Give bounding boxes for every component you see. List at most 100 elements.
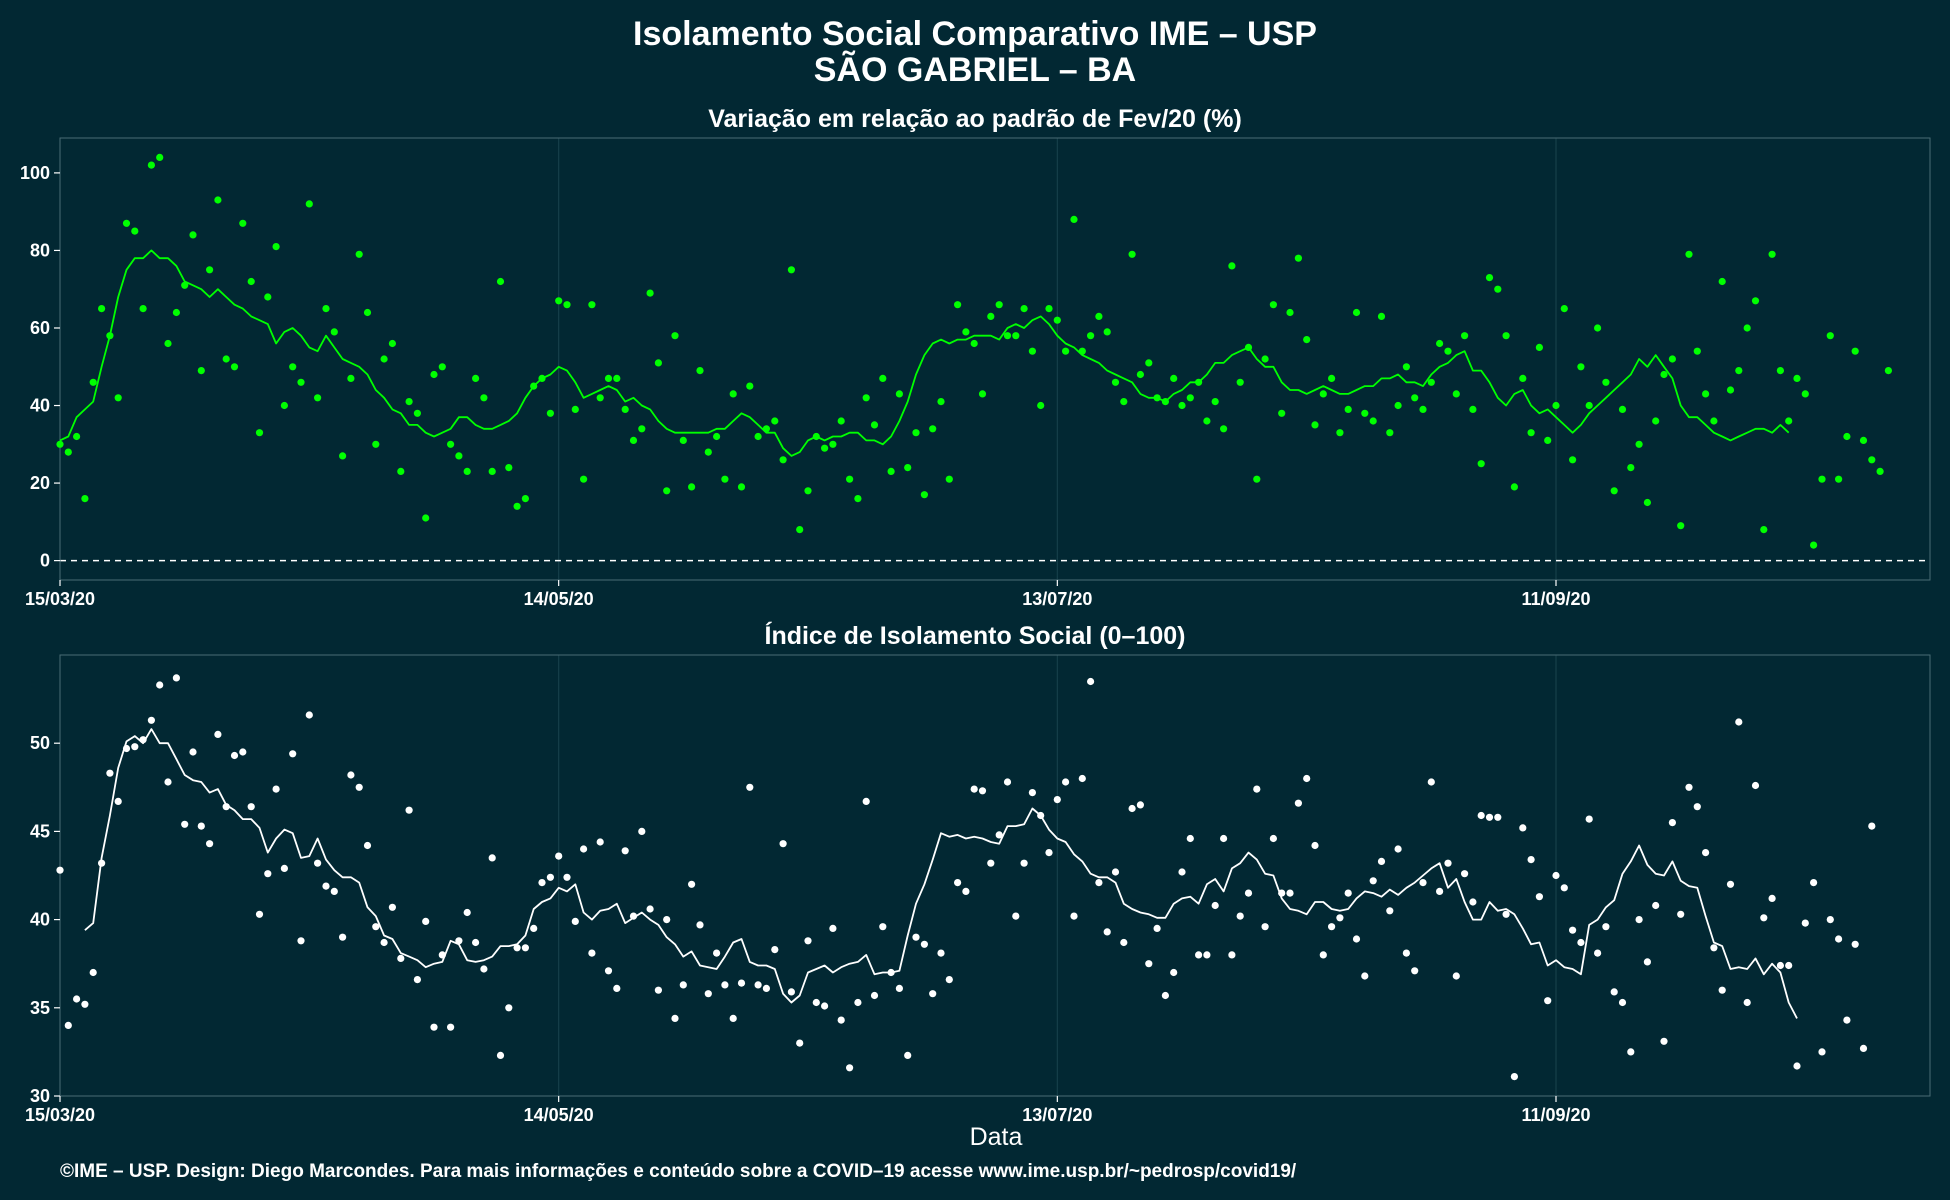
index-point: [1535, 893, 1543, 901]
index-point: [139, 736, 147, 744]
index-point: [1178, 868, 1186, 876]
variation-point: [1477, 460, 1485, 468]
index-point: [846, 1064, 854, 1072]
variation-point: [1070, 215, 1078, 223]
index-point: [588, 949, 596, 957]
index-point: [1718, 986, 1726, 994]
index-point: [339, 933, 347, 941]
index-point: [1702, 849, 1710, 857]
variation-point: [156, 153, 164, 161]
variation-x-tick-1: 14/05/20: [524, 589, 594, 609]
variation-point: [1835, 475, 1843, 483]
variation-point: [206, 266, 214, 274]
index-point: [106, 769, 114, 777]
index-point: [1352, 935, 1361, 943]
index-point: [131, 743, 139, 751]
variation-point: [1660, 370, 1668, 379]
index-point: [580, 845, 588, 853]
index-point: [455, 937, 463, 945]
index-point: [438, 951, 446, 959]
index-point: [305, 711, 313, 719]
variation-point: [713, 432, 721, 441]
index-point: [1510, 1073, 1518, 1081]
variation-point: [1693, 347, 1701, 355]
footer-credit: ©IME – USP. Design: Diego Marcondes. Par…: [60, 1161, 1297, 1182]
index-point: [613, 984, 621, 993]
index-point: [1743, 998, 1751, 1007]
index-point: [1726, 880, 1735, 888]
variation-point: [779, 456, 787, 464]
variation-point: [837, 417, 845, 425]
index-point: [89, 968, 97, 977]
variation-point: [995, 301, 1003, 309]
variation-point: [1402, 363, 1410, 371]
variation-point: [363, 308, 372, 317]
index-point: [787, 988, 796, 996]
index-point: [114, 797, 122, 806]
variation-point: [1585, 401, 1593, 410]
panel-1: 0 20 40 60 80 100 15/03/20 14/05/20 13/07/20 11/0…: [20, 137, 1931, 609]
variation-point: [1726, 386, 1735, 394]
variation-point: [1311, 421, 1319, 429]
variation-point: [463, 467, 471, 475]
index-point: [1785, 961, 1793, 970]
index-point: [1843, 1016, 1851, 1024]
index-point: [1469, 898, 1477, 906]
index-point: [1012, 912, 1020, 920]
index-point: [496, 1051, 505, 1059]
variation-point: [571, 405, 579, 413]
variation-point: [1003, 332, 1012, 340]
variation-point: [1328, 374, 1336, 382]
index-point: [629, 912, 638, 920]
index-point: [604, 967, 613, 975]
index-point: [1037, 811, 1045, 820]
index-point: [1220, 834, 1228, 843]
index-point: [430, 1023, 438, 1031]
index-point: [555, 852, 563, 860]
index-point: [962, 887, 970, 896]
variation-point: [1286, 308, 1294, 317]
index-point: [1195, 951, 1203, 959]
variation-point: [1053, 316, 1061, 324]
index-point: [1452, 972, 1460, 980]
variation-point: [613, 374, 621, 382]
variation-point: [1527, 429, 1535, 437]
index-point: [1045, 849, 1053, 857]
index-point: [1859, 1044, 1868, 1052]
variation-point: [945, 475, 953, 483]
variation-point: [671, 332, 679, 340]
variation-point: [1236, 378, 1244, 386]
variation-point: [787, 266, 796, 274]
variation-point: [305, 200, 313, 208]
variation-point: [978, 390, 987, 398]
variation-point: [339, 452, 347, 460]
variation-point: [1735, 367, 1743, 375]
variation-point: [1801, 390, 1809, 398]
index-point: [987, 859, 995, 867]
index-point: [870, 991, 879, 1000]
index-point: [181, 820, 189, 828]
main-title: Isolamento Social Comparativo IME – USP: [633, 15, 1317, 53]
index-point: [1552, 871, 1560, 880]
index-point: [405, 806, 413, 814]
variation-point: [189, 231, 197, 239]
panel-1-title: Variação em relação ao padrão de Fev/20 …: [708, 105, 1242, 133]
variation-point: [1195, 378, 1203, 386]
index-point: [746, 783, 754, 791]
variation-point: [1627, 464, 1635, 472]
index-x-tick-0: 15/03/20: [25, 1105, 95, 1125]
variation-point: [538, 374, 546, 382]
variation-point: [64, 448, 72, 456]
index-point: [754, 981, 762, 989]
index-point: [1153, 924, 1161, 933]
variation-point: [197, 367, 205, 375]
variation-point: [1884, 367, 1892, 375]
variation-point: [139, 305, 147, 313]
variation-point: [638, 425, 646, 433]
index-point: [1577, 938, 1585, 947]
variation-point: [1087, 332, 1095, 340]
index-point: [671, 1014, 679, 1023]
variation-x-tick-3: 11/09/20: [1521, 589, 1590, 609]
variation-point: [962, 328, 970, 336]
